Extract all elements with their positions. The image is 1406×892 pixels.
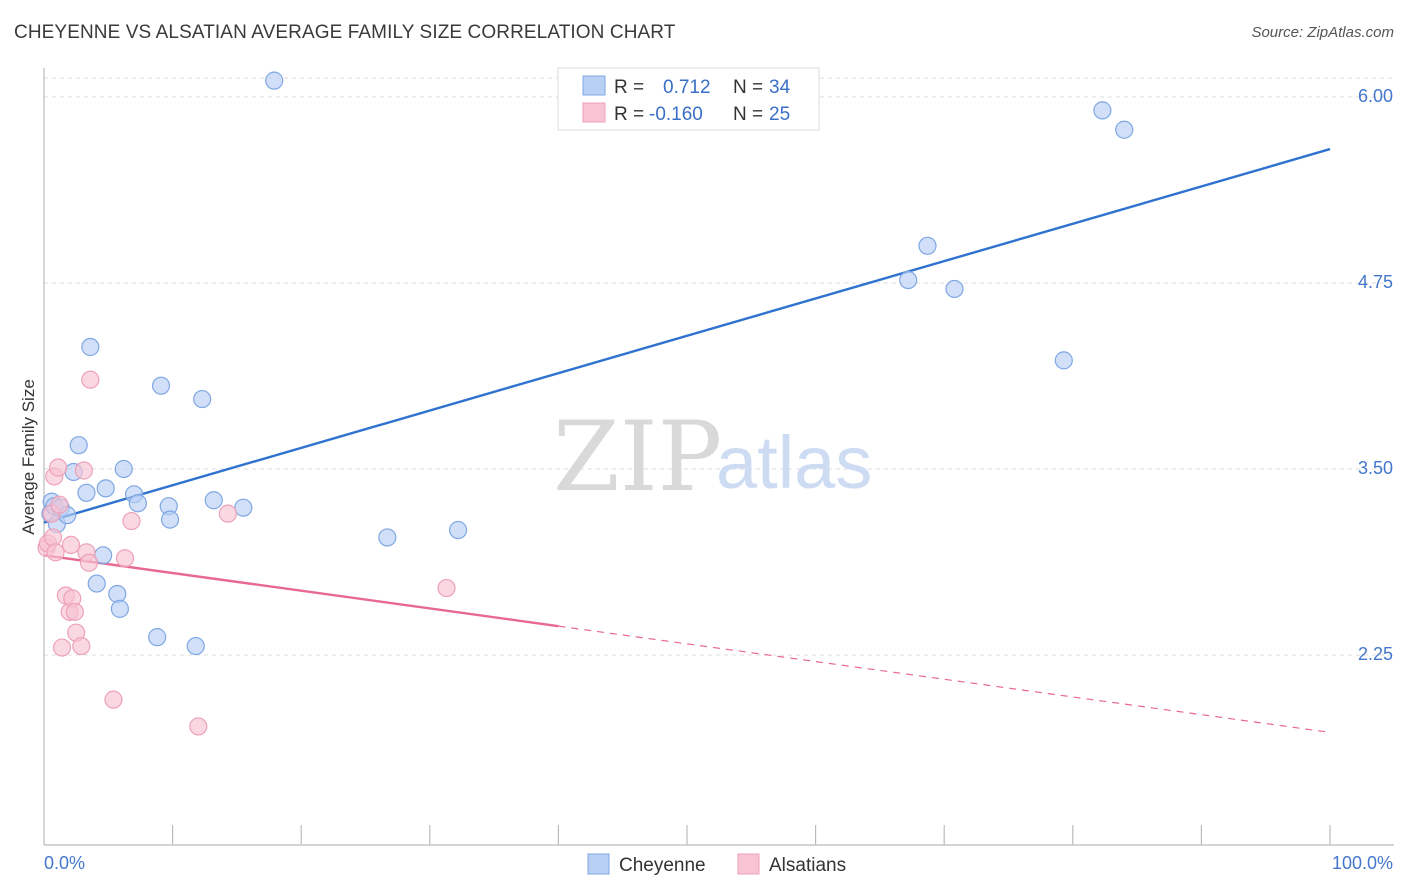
y-tick-label: 6.00 bbox=[1358, 86, 1393, 106]
point-cheyenne bbox=[148, 628, 167, 647]
point-alsatians bbox=[81, 370, 100, 389]
point-cheyenne bbox=[69, 436, 88, 455]
x-tick-label-left: 0.0% bbox=[44, 853, 85, 873]
point-alsatians bbox=[115, 549, 135, 568]
point-alsatians bbox=[72, 636, 91, 656]
point-cheyenne bbox=[128, 494, 147, 513]
point-cheyenne bbox=[193, 389, 212, 409]
y-tick-label: 4.75 bbox=[1358, 272, 1393, 292]
point-alsatians bbox=[437, 578, 456, 598]
stats-legend-swatch-alsatians bbox=[582, 102, 606, 123]
y-tick-label: 2.25 bbox=[1358, 644, 1393, 664]
stats-r-value-alsatians: -0.160 bbox=[649, 104, 703, 125]
x-tick-label-right: 100.0% bbox=[1332, 853, 1393, 873]
point-cheyenne bbox=[108, 584, 127, 604]
legend-label-cheyenne: Cheyenne bbox=[619, 855, 706, 876]
point-cheyenne bbox=[77, 483, 96, 502]
point-alsatians bbox=[50, 495, 69, 514]
stats-n-value-cheyenne: 34 bbox=[769, 77, 791, 98]
point-alsatians bbox=[46, 543, 65, 562]
point-alsatians bbox=[43, 528, 63, 547]
y-axis-label: Average Family Size bbox=[19, 379, 38, 535]
y-tick-label: 3.50 bbox=[1358, 458, 1393, 478]
point-alsatians bbox=[52, 638, 72, 657]
point-cheyenne bbox=[114, 459, 133, 479]
legend-label-alsatians: Alsatians bbox=[769, 855, 846, 876]
stats-r-label-cheyenne: R = bbox=[614, 77, 644, 98]
legend-swatch-alsatians bbox=[737, 853, 760, 875]
point-cheyenne bbox=[378, 528, 397, 547]
point-cheyenne bbox=[160, 510, 180, 529]
point-cheyenne bbox=[1115, 120, 1134, 139]
point-cheyenne bbox=[204, 491, 223, 510]
stats-r-label-alsatians: R = bbox=[614, 104, 644, 125]
point-cheyenne bbox=[110, 599, 129, 618]
point-alsatians bbox=[218, 504, 237, 523]
stats-r-value-cheyenne: 0.712 bbox=[663, 77, 711, 98]
point-cheyenne bbox=[265, 71, 284, 90]
stats-n-label-cheyenne: N = bbox=[733, 77, 763, 98]
point-cheyenne bbox=[448, 520, 468, 540]
point-cheyenne bbox=[918, 236, 937, 255]
point-cheyenne bbox=[87, 574, 106, 593]
x-axis-ticks bbox=[172, 825, 1331, 845]
series-legend: Cheyenne Alsatians bbox=[587, 853, 846, 876]
watermark-atlas: atlas bbox=[716, 421, 872, 504]
stats-n-value-alsatians: 25 bbox=[769, 104, 790, 125]
stats-n-label-alsatians: N = bbox=[733, 104, 763, 125]
point-alsatians bbox=[104, 690, 123, 709]
point-cheyenne bbox=[96, 479, 115, 498]
trendline-alsatians-dashed bbox=[558, 625, 1331, 733]
grid-lines bbox=[44, 77, 1394, 656]
point-cheyenne bbox=[1054, 351, 1073, 370]
point-alsatians bbox=[74, 461, 93, 480]
chart-title: CHEYENNE VS ALSATIAN AVERAGE FAMILY SIZE… bbox=[14, 22, 676, 43]
stats-legend: R = 0.712 N = 34 R = -0.160 N = 25 bbox=[557, 67, 820, 131]
point-cheyenne bbox=[151, 376, 171, 395]
point-cheyenne bbox=[1093, 101, 1112, 120]
point-cheyenne bbox=[186, 636, 205, 656]
point-alsatians bbox=[189, 717, 208, 736]
point-cheyenne bbox=[899, 270, 918, 290]
point-cheyenne bbox=[945, 279, 964, 299]
point-cheyenne bbox=[234, 498, 253, 517]
trendline-alsatians-solid bbox=[43, 554, 559, 628]
point-alsatians bbox=[122, 511, 141, 531]
watermark-zip: ZIP bbox=[553, 401, 722, 513]
point-alsatians bbox=[61, 535, 81, 554]
point-alsatians bbox=[79, 553, 99, 572]
point-alsatians bbox=[49, 458, 68, 477]
point-alsatians bbox=[65, 602, 84, 621]
y-axis-tick-labels: 2.25 3.50 4.75 6.00 bbox=[1358, 86, 1393, 664]
stats-legend-swatch-cheyenne bbox=[582, 75, 606, 96]
point-cheyenne bbox=[81, 337, 100, 357]
legend-swatch-cheyenne bbox=[587, 853, 610, 875]
source-label: Source: ZipAtlas.com bbox=[1251, 24, 1394, 41]
trend-lines bbox=[43, 147, 1331, 733]
trendline-cheyenne bbox=[43, 147, 1331, 524]
data-points bbox=[37, 71, 1134, 736]
